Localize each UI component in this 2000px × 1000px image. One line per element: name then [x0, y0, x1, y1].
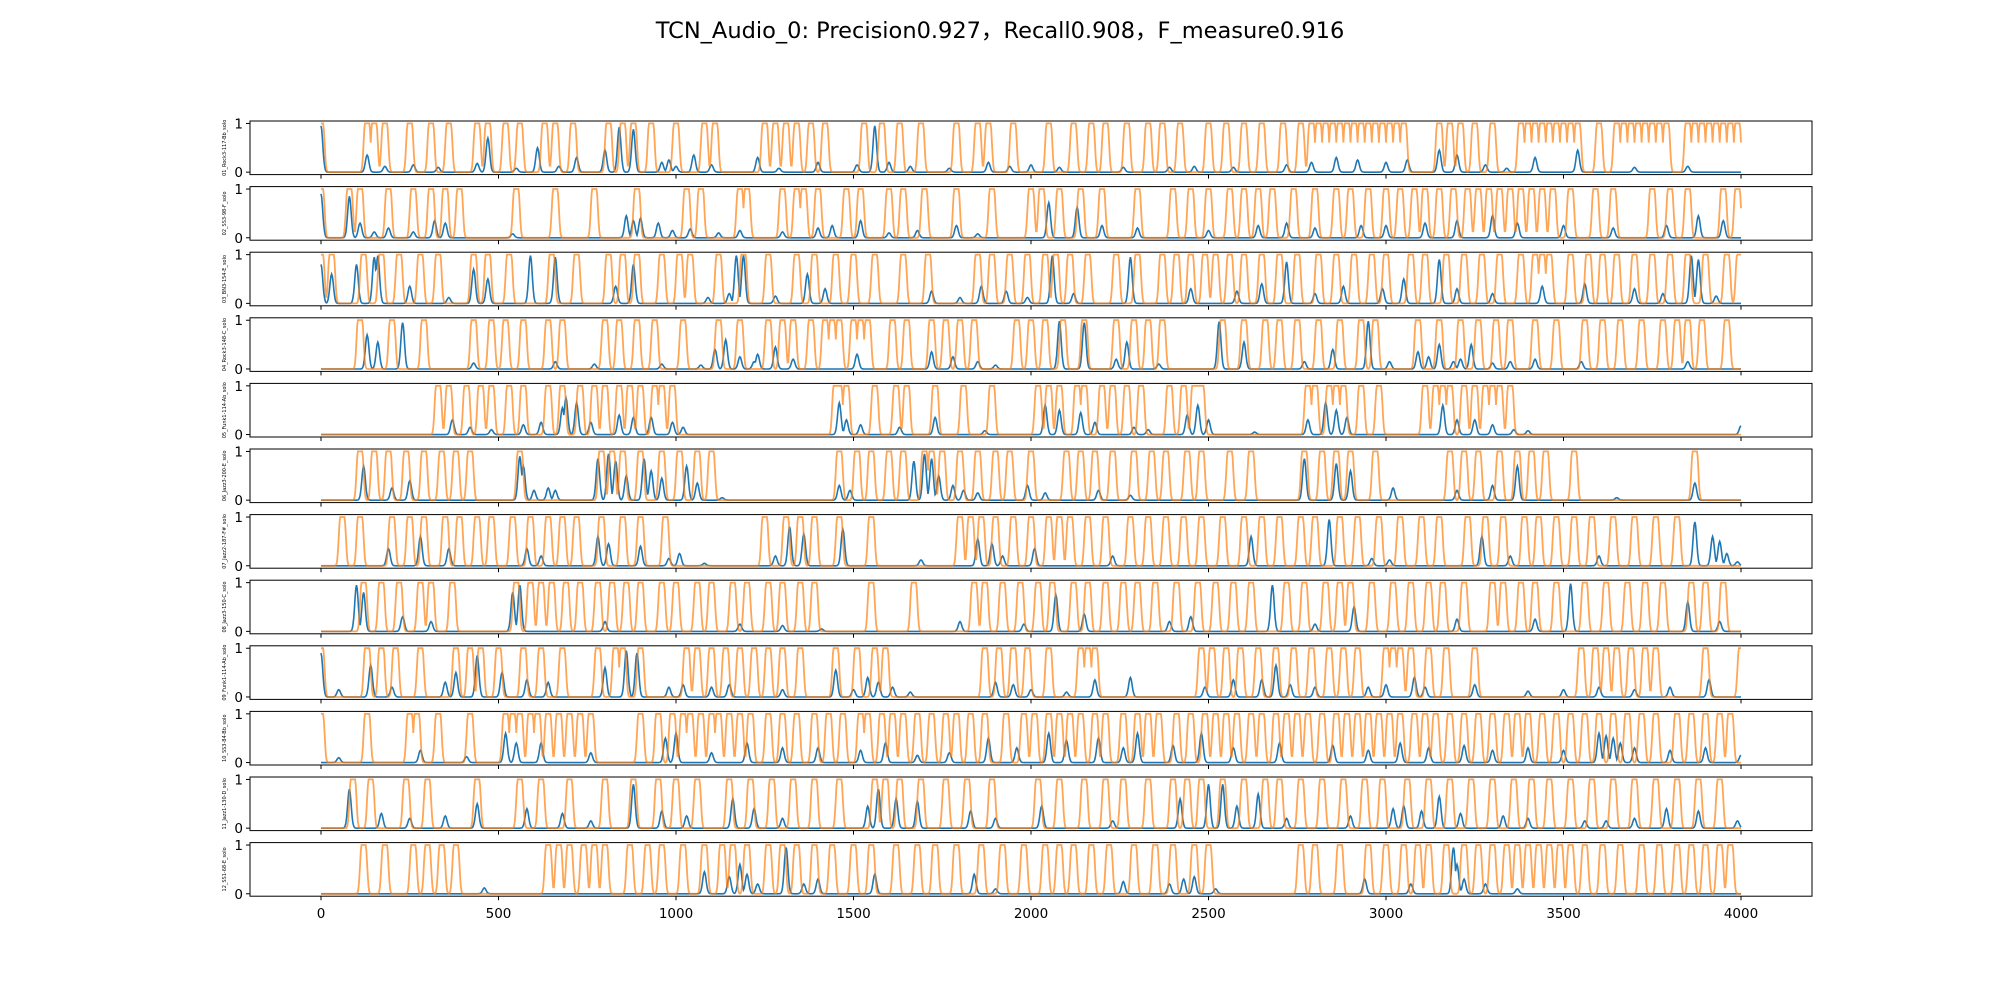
detection-function-line [320, 193, 1741, 239]
x-tick-label: 2000 [1014, 906, 1048, 922]
subplot-frame [249, 645, 1813, 700]
detection-function-line [321, 453, 1741, 502]
x-axis: 0 500 1000 1500 2000 2500 3000 3500 4000 [317, 906, 1758, 922]
subplot-frame [249, 514, 1813, 569]
subplot-7: 0 1 07_Jazz2-187-F#_solo [222, 510, 1813, 575]
subplot-frame [249, 842, 1813, 897]
x-tick-label: 2500 [1191, 906, 1225, 922]
subplot-4: 0 1 04_Rock3-148-C_solo [222, 313, 1813, 378]
subplot-12: 0 1 12_SS1-68-E_solo [222, 838, 1813, 903]
y-tick-label: 0 [234, 821, 243, 837]
subplot-ylabel: 07_Jazz2-187-F#_solo [222, 514, 228, 569]
reference-onset-line [321, 516, 1741, 567]
subplot-ylabel: 11_Jazz1-130-D_solo [222, 778, 228, 829]
reference-onset-line [321, 122, 1742, 174]
y-tick-label: 0 [234, 231, 243, 247]
subplot-ylabel: 10_SS3-84-Bb_solo [222, 714, 228, 761]
subplot-ylabel: 09_Funk1-114-Ab_solo [222, 645, 228, 701]
y-tick-label: 1 [234, 116, 243, 132]
subplot-2: 0 1 02_SS3-98-F_solo [222, 182, 1813, 247]
y-tick-label: 0 [234, 428, 243, 444]
subplot-ylabel: 08_Jazz3-150-C_solo [222, 581, 228, 632]
subplot-9: 0 1 09_Funk1-114-Ab_solo [222, 641, 1813, 706]
subplot-ylabel: 03_BN3-154-E_solo [222, 255, 228, 303]
y-tick-label: 0 [234, 296, 243, 312]
y-tick-label: 1 [234, 641, 243, 657]
reference-onset-line [321, 188, 1742, 239]
y-tick-label: 1 [234, 248, 243, 264]
detection-function-line [321, 519, 1742, 567]
reference-onset-line [321, 712, 1741, 764]
y-tick-label: 1 [234, 182, 243, 198]
subplot-ylabel: 02_SS3-98-F_solo [222, 191, 228, 235]
reference-onset-line [321, 647, 1741, 699]
subplot-11: 0 1 11_Jazz1-130-D_solo [222, 772, 1813, 837]
y-tick-label: 0 [234, 362, 243, 378]
detection-function-line [320, 255, 1741, 305]
subplot-3: 0 1 03_BN3-154-E_solo [222, 248, 1813, 312]
y-tick-label: 0 [234, 690, 243, 706]
reference-onset-line [321, 253, 1741, 305]
subplot-5: 0 1 05_Funk1-114-Ab_solo [222, 379, 1813, 444]
x-tick-label: 3000 [1369, 906, 1403, 922]
x-tick-label: 1500 [836, 906, 870, 922]
x-tick-label: 500 [486, 906, 512, 922]
subplot-8: 0 1 08_Jazz3-150-C_solo [222, 576, 1813, 640]
x-tick-label: 1000 [659, 906, 693, 922]
reference-onset-line [321, 844, 1741, 895]
y-tick-label: 1 [234, 838, 243, 854]
y-tick-label: 0 [234, 559, 243, 575]
subplot-ylabel: 05_Funk1-114-Ab_solo [222, 382, 228, 438]
x-tick-label: 3500 [1546, 906, 1580, 922]
y-tick-label: 1 [234, 379, 243, 395]
subplot-6: 0 1 06_Jazz3-200-E_solo [222, 444, 1813, 509]
subplot-ylabel: 04_Rock3-148-C_solo [222, 318, 228, 371]
reference-onset-line [321, 581, 1741, 633]
y-tick-label: 0 [234, 165, 243, 181]
subplot-1: 0 1 01_Rock3-117-Bb_solo [222, 116, 1813, 181]
subplot-ylabel: 06_Jazz3-200-E_solo [222, 450, 228, 501]
y-tick-label: 1 [234, 444, 243, 460]
y-tick-label: 1 [234, 510, 243, 526]
y-tick-label: 1 [234, 313, 243, 329]
reference-onset-line [321, 384, 1741, 436]
reference-onset-line [321, 450, 1741, 502]
detection-function-line [320, 125, 1741, 173]
chart-title: TCN_Audio_0: Precision0.927，Recall0.908，… [655, 18, 1345, 44]
reference-onset-line [321, 778, 1741, 830]
reference-onset-line [321, 319, 1741, 371]
y-tick-label: 1 [234, 576, 243, 592]
subplot-ylabel: 12_SS1-68-E_solo [222, 847, 228, 891]
x-tick-label: 4000 [1724, 906, 1758, 922]
y-tick-label: 1 [234, 772, 243, 788]
y-tick-label: 0 [234, 493, 243, 509]
subplot-panels: 0101_Rock3-117-Bb_solo0102_SS3-98-F_solo… [222, 116, 1813, 903]
y-tick-label: 0 [234, 624, 243, 640]
y-tick-label: 1 [234, 707, 243, 723]
y-tick-label: 0 [234, 887, 243, 903]
detection-function-line [321, 730, 1742, 764]
subplot-10: 0 1 10_SS3-84-Bb_solo [222, 707, 1813, 772]
subplot-ylabel: 01_Rock3-117-Bb_solo [222, 120, 228, 176]
x-tick-label: 0 [317, 906, 326, 922]
y-tick-label: 0 [234, 756, 243, 772]
